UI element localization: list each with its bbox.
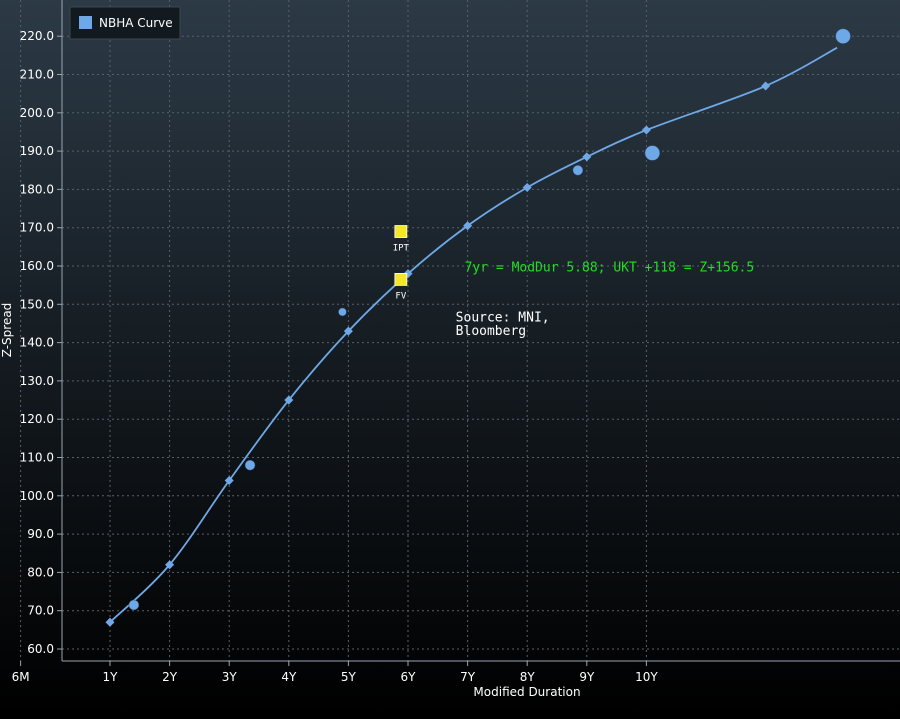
x-tick-label: 8Y [520,670,536,684]
marker-ipt [394,225,408,238]
y-tick-label: 210.0 [20,68,54,82]
annotation: Source: MNI, [456,311,550,326]
y-axis-ticks: 60.0 70.0 80.0 90.0 100.0 110.0 120.0 130.0 140.… [20,29,62,656]
bond-point [128,599,140,611]
curve-point [165,560,175,570]
y-tick-label: 220.0 [20,29,54,43]
y-tick-label: 160.0 [20,259,54,273]
x-tick-label: 7Y [460,670,476,684]
x-axis-ticks: 6M 1Y 2Y 3Y 4Y 5Y 6Y 7Y 8Y 9Y 10Y [12,661,658,684]
y-tick-label: 130.0 [20,374,54,388]
y-tick-label: 140.0 [20,336,54,350]
annotation: 7yr = ModDur 5.88; UKT +118 = Z+156.5 [465,261,755,276]
y-axis-title: Z-Spread [0,303,14,358]
curve-line [109,46,838,623]
x-tick-label: 4Y [281,670,297,684]
legend-swatch [79,16,92,29]
y-tick-label: 90.0 [27,527,54,541]
x-tick-label: 5Y [341,670,357,684]
x-tick-label: 2Y [162,670,178,684]
bond-point [338,307,347,317]
y-tick-label: 200.0 [20,106,54,120]
marker-label-fv: FV [395,291,406,301]
y-tick-label: 80.0 [27,565,54,579]
x-tick-label: 10Y [635,670,658,684]
axes [61,0,900,662]
y-tick-label: 170.0 [20,221,54,235]
legend-label: NBHA Curve [99,16,173,30]
bond-point [572,165,584,176]
y-tick-label: 60.0 [27,642,54,656]
marker-fv [394,273,408,286]
y-tick-label: 110.0 [20,451,54,465]
x-tick-label: 3Y [222,670,238,684]
x-tick-label: 6M [12,670,30,684]
legend: NBHA Curve [69,6,181,40]
y-tick-label: 150.0 [20,297,54,311]
grid [20,0,900,661]
y-tick-label: 190.0 [20,144,54,158]
bond-point [835,28,851,44]
x-axis-title: Modified Duration [473,685,580,699]
y-tick-label: 70.0 [27,604,54,618]
y-tick-label: 180.0 [20,182,54,196]
curve-point [761,81,771,91]
y-tick-label: 100.0 [20,489,54,503]
bond-point [644,145,661,161]
curve-point [224,475,234,486]
x-tick-label: 1Y [103,670,119,684]
bond-point [244,459,256,471]
y-tick-label: 120.0 [20,412,54,426]
x-tick-label: 6Y [401,670,417,684]
annotation-layer: 7yr = ModDur 5.88; UKT +118 = Z+156.5 Sou… [456,261,755,339]
series-layer: IPT FV [105,28,851,627]
annotation: Bloomberg [456,324,526,339]
x-tick-label: 9Y [579,670,595,684]
marker-label-ipt: IPT [393,244,410,254]
